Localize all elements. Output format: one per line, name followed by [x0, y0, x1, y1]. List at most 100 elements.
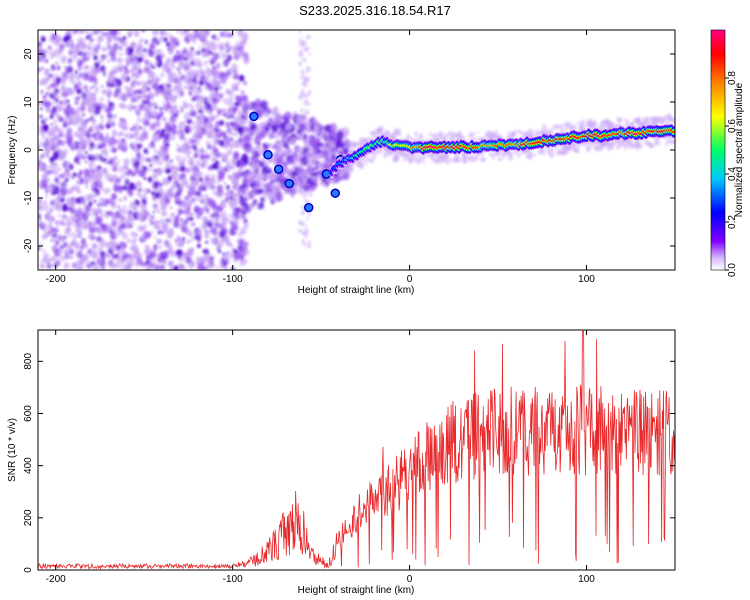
spectrogram-point — [74, 197, 82, 204]
spectrogram-point — [182, 241, 186, 245]
spectrogram-point — [252, 129, 259, 136]
spectrogram-point — [82, 101, 87, 105]
spectrogram-point — [141, 84, 148, 91]
spectrogram-point — [108, 139, 115, 147]
spectrogram-point — [666, 121, 670, 125]
spectrogram-point — [58, 105, 66, 112]
spectrogram-point — [311, 171, 318, 178]
spectrogram-point — [68, 88, 75, 96]
spectrogram-point — [106, 44, 114, 51]
spectrogram-point — [401, 152, 408, 158]
spectrogram-point — [248, 170, 256, 180]
spectrogram-point — [132, 222, 136, 226]
spectrogram-point — [329, 140, 336, 149]
spectrogram-point — [207, 179, 213, 187]
spectrogram-point — [616, 140, 620, 143]
spectrogram-point — [126, 259, 131, 266]
spectrogram-point — [64, 36, 69, 43]
spectrogram-point — [372, 134, 377, 139]
spectrogram-point — [395, 128, 402, 136]
spectrogram-point — [183, 112, 191, 121]
spectrogram-point — [220, 71, 224, 76]
spectrogram-point — [294, 156, 299, 162]
spectrogram-point — [320, 147, 325, 152]
spectrogram-point — [117, 204, 121, 209]
spectrogram-point — [61, 79, 66, 86]
spectrogram-point — [377, 126, 383, 133]
spectrogram-point — [117, 218, 124, 225]
spectrogram-point — [173, 107, 177, 111]
spectrogram-point — [307, 192, 313, 197]
spectrogram-point — [39, 154, 44, 159]
spectrogram-point — [131, 106, 135, 109]
spectrogram-point — [286, 124, 292, 131]
spectrogram-point — [56, 127, 61, 134]
spectrogram-point — [191, 37, 197, 44]
spectrogram-point — [149, 252, 154, 258]
spectrogram-point — [64, 250, 68, 254]
spectrogram-point — [210, 213, 215, 218]
spectrogram-point — [249, 131, 254, 137]
spectrogram-point — [214, 160, 220, 166]
spectrogram-point — [420, 135, 424, 139]
spectrogram-point — [459, 135, 465, 142]
spectrogram-point — [176, 143, 179, 147]
spectrogram-point — [158, 218, 165, 225]
spectrogram-point — [74, 235, 78, 238]
spectrogram-point — [85, 35, 91, 40]
spectrogram-point — [166, 241, 171, 247]
spectrogram-point — [87, 118, 91, 122]
spectrogram-point — [269, 129, 273, 134]
spectrogram-point — [70, 56, 75, 62]
spectrogram-point — [132, 148, 136, 153]
spectrogram-point — [155, 238, 163, 244]
spectrogram-point — [192, 199, 195, 203]
spectrogram-point — [574, 123, 577, 126]
spectrogram-point — [166, 159, 170, 163]
spectrogram-point — [82, 71, 89, 81]
spectrogram-point — [141, 107, 145, 111]
spectrogram-point — [59, 255, 67, 261]
spectrogram-point — [305, 46, 310, 52]
spectrogram-point — [63, 87, 68, 93]
spectrogram-point — [205, 209, 210, 215]
spectrogram-point — [653, 116, 658, 122]
spectrogram-point — [203, 62, 207, 66]
spectrogram-point — [253, 136, 261, 145]
spectrogram-point — [228, 175, 232, 180]
spectrogram-point — [149, 157, 154, 163]
spectrogram-point — [155, 168, 163, 176]
spectrogram-point — [187, 71, 193, 76]
spectrogram-point — [488, 152, 495, 158]
spectrogram-point — [159, 30, 165, 37]
spectrogram-point — [228, 95, 234, 103]
spectrogram-point — [38, 221, 44, 229]
spectrogram-point — [84, 150, 88, 154]
spectrogram-point — [303, 99, 309, 106]
spectrogram-point — [44, 117, 49, 121]
spectrogram-point — [312, 130, 316, 135]
spectrogram-point — [84, 194, 91, 203]
spectrogram-point — [275, 191, 283, 201]
spectrogram-point — [66, 206, 73, 212]
spectrogram-point — [131, 240, 136, 246]
spectrogram-point — [300, 108, 305, 113]
spectrogram-point — [126, 212, 133, 217]
spectrogram-point — [180, 94, 183, 98]
spectrogram-point — [207, 221, 213, 228]
spectrogram-point — [257, 188, 263, 194]
spectrogram-point — [69, 163, 74, 170]
spectrogram-point — [71, 217, 77, 224]
spectrogram-point — [306, 211, 310, 215]
spectrogram-point — [229, 68, 234, 73]
spectrogram-point — [55, 76, 62, 85]
spectrogram-point — [372, 155, 376, 160]
spectrogram-point — [196, 50, 201, 56]
spectrogram-point — [211, 241, 214, 244]
spectrogram-point — [78, 220, 84, 227]
spectrogram-point — [121, 138, 126, 143]
spectrogram-point — [64, 177, 69, 182]
spectrogram-point — [154, 49, 160, 55]
spectrogram-point — [349, 141, 356, 148]
spectrogram-point — [153, 260, 157, 264]
